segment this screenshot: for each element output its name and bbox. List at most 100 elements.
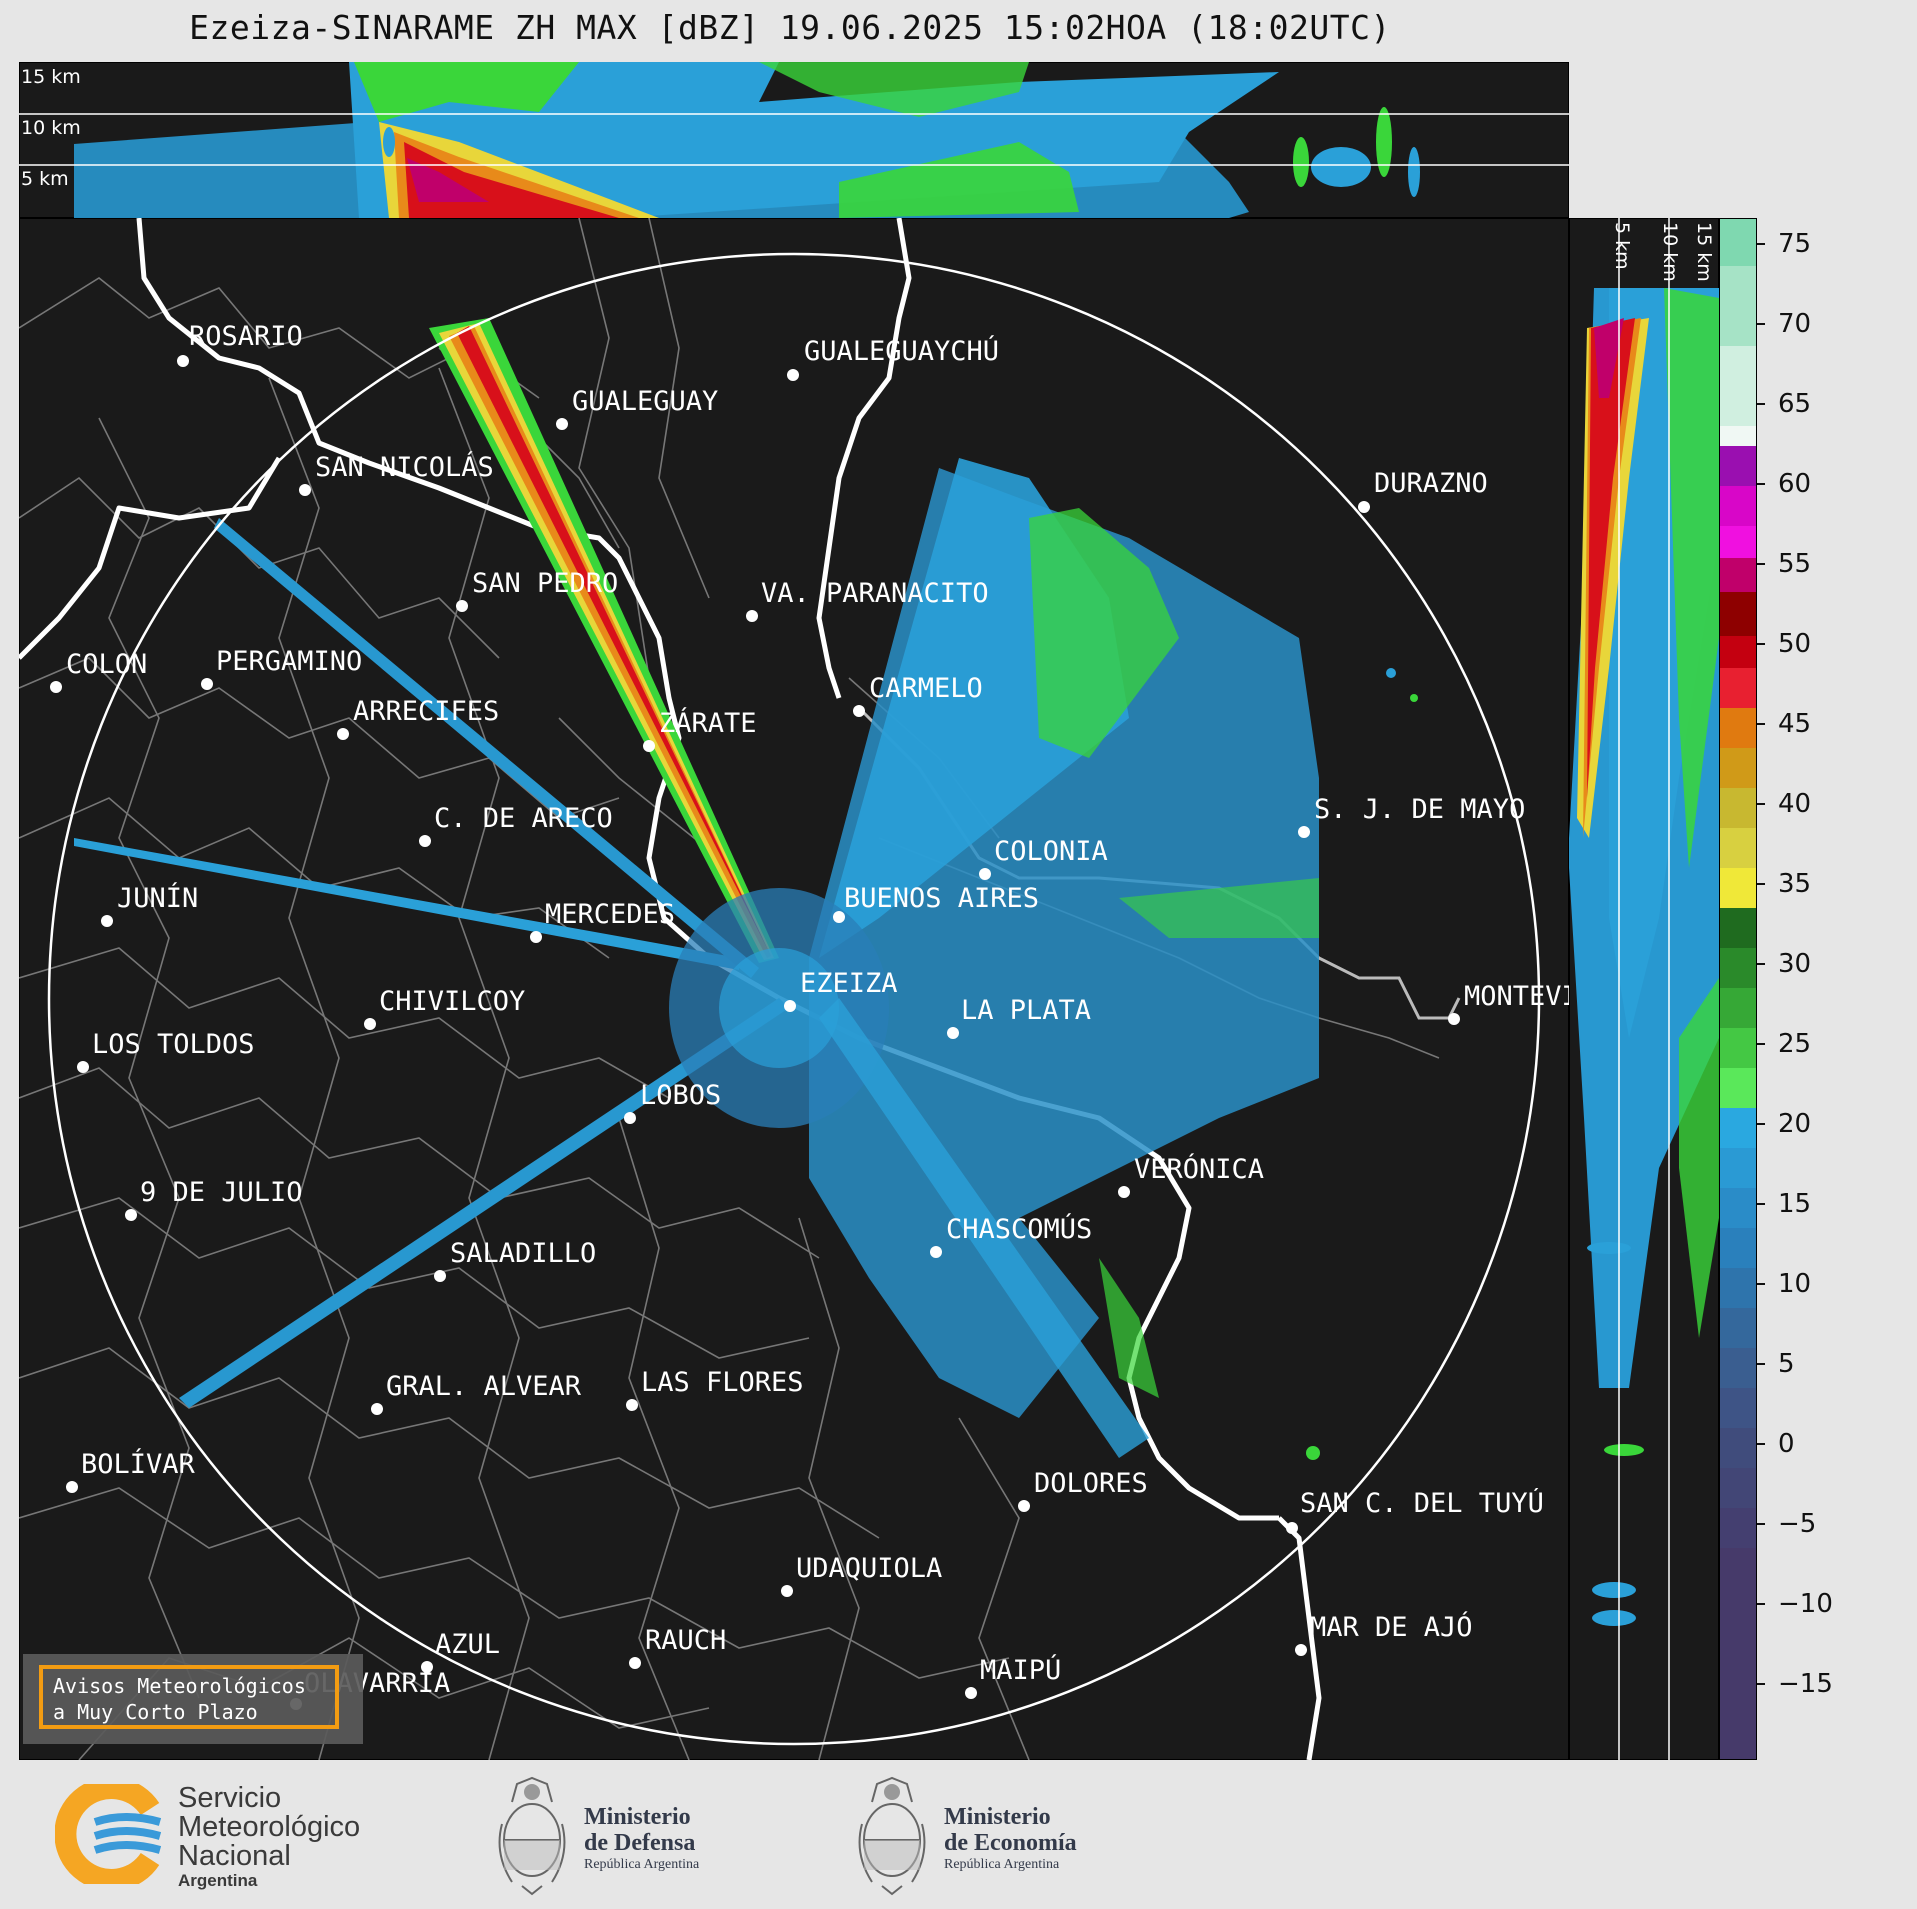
city-label-colon: COLON [66, 649, 148, 680]
tick-label: 60 [1778, 469, 1812, 499]
city-marker [101, 915, 113, 927]
city-marker [1358, 501, 1370, 513]
city-marker [299, 484, 311, 496]
city-label-va-paranacito: VA. PARANACITO [761, 578, 989, 609]
city-label-maipu: MAIPÚ [980, 1655, 1062, 1686]
tick-mark [1757, 1123, 1765, 1125]
warning-box[interactable]: Avisos Meteorológicos a Muy Corto Plazo [39, 1665, 339, 1729]
top-cross-section: 15 km 10 km 5 km [18, 61, 1570, 219]
tick-label: 40 [1778, 789, 1812, 819]
city-label-udaquiola: UDAQUIOLA [796, 1553, 943, 1584]
colorbar [1718, 217, 1758, 1761]
city-label-rauch: RAUCH [645, 1625, 727, 1656]
smn-line2: Meteorológico [178, 1811, 361, 1843]
range-ring [47, 252, 1541, 1746]
city-label-chascomus: CHASCOMÚS [946, 1214, 1093, 1245]
top-cross-section-graphic [18, 61, 1570, 219]
tick-label: 25 [1778, 1029, 1812, 1059]
city-marker [853, 705, 865, 717]
height-label-10km: 10 km [21, 117, 81, 139]
city-marker [1018, 1500, 1030, 1512]
tick-label: 0 [1778, 1429, 1795, 1459]
city-label-saladillo: SALADILLO [450, 1238, 597, 1269]
city-marker [371, 1403, 383, 1415]
tick-mark [1757, 1443, 1765, 1445]
tick-mark [1757, 243, 1765, 245]
warning-box-line2: a Muy Corto Plazo [53, 1700, 258, 1724]
page-title: Ezeiza-SINARAME ZH MAX [dBZ] 19.06.2025 … [189, 8, 1391, 47]
tick-mark [1757, 1523, 1765, 1525]
smn-logo-icon [54, 1777, 165, 1891]
city-marker [947, 1027, 959, 1039]
tick-mark [1757, 563, 1765, 565]
boundaries [18, 217, 1440, 1761]
city-label-san-nicolas: SAN NICOLÁS [315, 452, 494, 483]
city-marker [979, 868, 991, 880]
economia-line1: Ministerio [944, 1804, 1051, 1830]
city-label-gualeguaychu: GUALEGUAYCHÚ [804, 336, 1000, 367]
city-marker [66, 1481, 78, 1493]
tick-label: −10 [1778, 1589, 1833, 1619]
tick-label: 20 [1778, 1109, 1812, 1139]
tick-mark [1757, 803, 1765, 805]
tick-mark [1757, 643, 1765, 645]
right-cross-section-graphic [1568, 217, 1720, 1761]
footer-logos: Servicio Meteorológico Nacional Argentin… [0, 1760, 1917, 1909]
city-label-carmelo: CARMELO [869, 673, 983, 704]
city-label-buenos-aires: BUENOS AIRES [844, 883, 1040, 914]
tick-label: −15 [1778, 1669, 1833, 1699]
city-label-mar-de-ajo: MAR DE AJÓ [1310, 1612, 1473, 1643]
tick-label: 75 [1778, 229, 1812, 259]
coat-of-arms-icon [852, 1774, 932, 1898]
city-label-s-j-de-mayo: S. J. DE MAYO [1314, 794, 1526, 825]
city-marker [125, 1209, 137, 1221]
city-marker [930, 1246, 942, 1258]
height-label-15km: 15 km [21, 66, 81, 88]
tick-label: 70 [1778, 309, 1812, 339]
tick-label: 10 [1778, 1269, 1812, 1299]
city-label-veronica: VERÓNICA [1134, 1154, 1265, 1185]
city-label-azul: AZUL [435, 1629, 501, 1660]
city-label-chivilcoy: CHIVILCOY [379, 986, 526, 1017]
city-label-montevideo: MONTEVIDEO [1464, 981, 1569, 1012]
right-height-label-5km: 5 km [1611, 222, 1633, 270]
city-label-lobos: LOBOS [640, 1080, 722, 1111]
city-marker [787, 369, 799, 381]
tick-mark [1757, 1363, 1765, 1365]
city-label-la-plata: LA PLATA [961, 995, 1092, 1026]
tick-label: 30 [1778, 949, 1812, 979]
radar-map[interactable]: ROSARIO GUALEGUAYCHÚ GUALEGUAY SAN NICOL… [17, 217, 1570, 1761]
city-marker [1295, 1644, 1307, 1656]
city-marker [624, 1112, 636, 1124]
city-marker [77, 1061, 89, 1073]
city-marker [177, 355, 189, 367]
defensa-line1: Ministerio [584, 1804, 691, 1830]
right-cross-section: 5 km 10 km 15 km [1568, 217, 1720, 1761]
city-marker [833, 911, 845, 923]
city-label-rosario: ROSARIO [189, 321, 303, 352]
tick-mark [1757, 1603, 1765, 1605]
city-label-las-flores: LAS FLORES [641, 1367, 804, 1398]
city-marker [629, 1657, 641, 1669]
colorbar-graphic [1718, 217, 1758, 1761]
city-marker [1448, 1013, 1460, 1025]
defensa-logo-text: Ministerio de Defensa República Argentin… [584, 1804, 699, 1874]
city-marker [1286, 1522, 1298, 1534]
city-marker [201, 678, 213, 690]
city-marker [530, 931, 542, 943]
city-marker [434, 1270, 446, 1282]
city-label-pergamino: PERGAMINO [216, 646, 363, 677]
radar-echoes [74, 318, 1418, 1460]
city-marker [419, 835, 431, 847]
economia-line2: de Economía [944, 1830, 1077, 1856]
warning-box-backdrop [23, 1654, 363, 1744]
city-label-gualeguay: GUALEGUAY [572, 386, 719, 417]
coat-of-arms-icon [492, 1774, 572, 1898]
tick-mark [1757, 1683, 1765, 1685]
smn-line3: Nacional [178, 1840, 291, 1872]
city-marker [364, 1018, 376, 1030]
city-marker [337, 728, 349, 740]
city-marker [1298, 826, 1310, 838]
city-marker [965, 1687, 977, 1699]
city-marker [456, 600, 468, 612]
